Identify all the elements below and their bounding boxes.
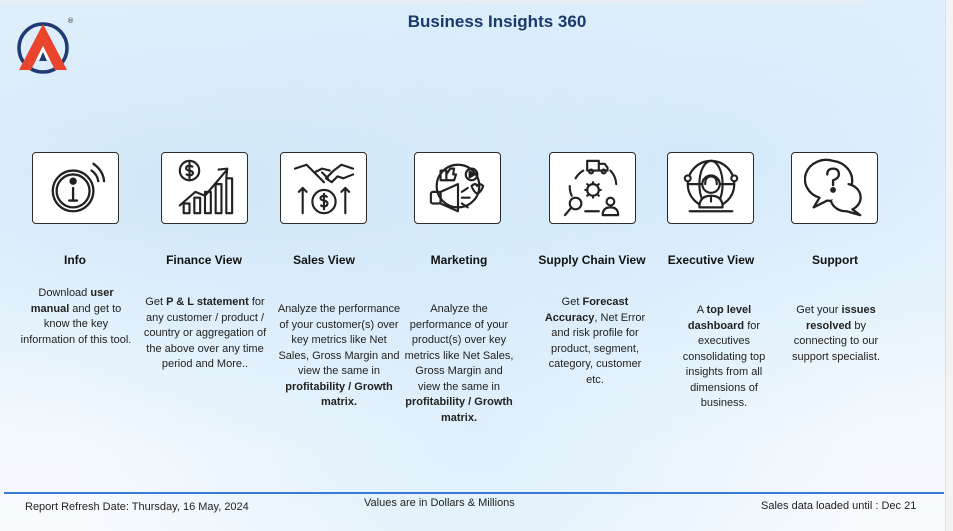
executive-view-card[interactable] xyxy=(667,152,754,224)
description-text: Analyze the performance of your customer… xyxy=(277,303,401,377)
description-text: A xyxy=(696,304,707,316)
description-text: Get xyxy=(561,296,583,308)
finance-view-description: Get P & L statement for any customer / p… xyxy=(143,295,267,373)
support-chat-icon xyxy=(803,158,862,217)
description-text: for any customer / product / country or … xyxy=(143,296,267,370)
refresh-date-label: Report Refresh Date: xyxy=(25,501,132,513)
marketing-megaphone-icon xyxy=(429,163,484,213)
executive-globe-icon xyxy=(683,159,738,213)
company-logo: ® xyxy=(14,16,74,74)
highlight-text: top level dashboard xyxy=(687,304,752,332)
handshake-sales-icon xyxy=(293,163,354,215)
description-text: , Net Error and risk profile for product… xyxy=(548,311,646,386)
refresh-date: Report Refresh Date: Thursday, 16 May, 2… xyxy=(25,501,249,513)
sales-view-card[interactable] xyxy=(280,152,367,224)
footer-divider xyxy=(4,492,944,494)
description-text: by connecting to our support specialist. xyxy=(791,319,881,363)
executive-view-description: A top level dashboard for executives con… xyxy=(668,303,780,412)
support-title: Support xyxy=(812,253,858,267)
units-note: Values are in Dollars & Millions xyxy=(364,497,515,509)
info-title: Info xyxy=(64,253,86,267)
description-text: Download xyxy=(38,287,91,299)
description-text: for executives consolidating top insight… xyxy=(682,319,766,410)
finance-view-card[interactable] xyxy=(161,152,248,224)
info-card[interactable] xyxy=(32,152,119,224)
registered-mark: ® xyxy=(67,17,74,25)
info-description: Download user manual and get to know the… xyxy=(18,286,134,348)
marketing-description: Analyze the performance of your product(… xyxy=(403,302,515,426)
scrollbar-edge xyxy=(945,0,953,531)
highlight-text: profitability / Growth matrix. xyxy=(405,396,513,424)
description-text: and get to know the key information of t… xyxy=(20,302,132,346)
support-description: Get your issues resolved by connecting t… xyxy=(786,303,886,365)
finance-view-title: Finance View xyxy=(166,253,242,267)
sales-loaded-note: Sales data loaded until : Dec 21 xyxy=(761,500,917,512)
highlight-text: issues resolved xyxy=(806,304,876,332)
highlight-text: P & L statement xyxy=(166,296,249,308)
page-title: Business Insights 360 xyxy=(407,12,587,31)
refresh-date-value: Thursday, 16 May, 2024 xyxy=(131,501,249,513)
highlight-text: user manual xyxy=(30,287,114,315)
info-icon xyxy=(51,162,105,213)
top-divider xyxy=(0,0,862,3)
executive-view-title: Executive View xyxy=(667,253,755,267)
supply-chain-description: Get Forecast Accuracy, Net Error and ris… xyxy=(539,295,651,388)
description-text: Get xyxy=(145,296,167,308)
marketing-title: Marketing xyxy=(430,253,488,267)
sales-view-description: Analyze the performance of your customer… xyxy=(277,302,401,411)
supply-chain-icon xyxy=(563,159,619,217)
description-text: Analyze the performance of your product(… xyxy=(404,303,514,393)
supply-chain-title: Supply Chain View xyxy=(538,253,646,267)
highlight-text: profitability / Growth matrix. xyxy=(285,380,393,409)
finance-growth-icon xyxy=(178,159,233,215)
marketing-card[interactable] xyxy=(414,152,501,224)
highlight-text: Forecast Accuracy xyxy=(544,296,629,324)
description-text: Get your xyxy=(796,304,842,316)
sales-view-title: Sales View xyxy=(293,253,355,267)
supply-chain-card[interactable] xyxy=(549,152,636,224)
support-card[interactable] xyxy=(791,152,878,224)
